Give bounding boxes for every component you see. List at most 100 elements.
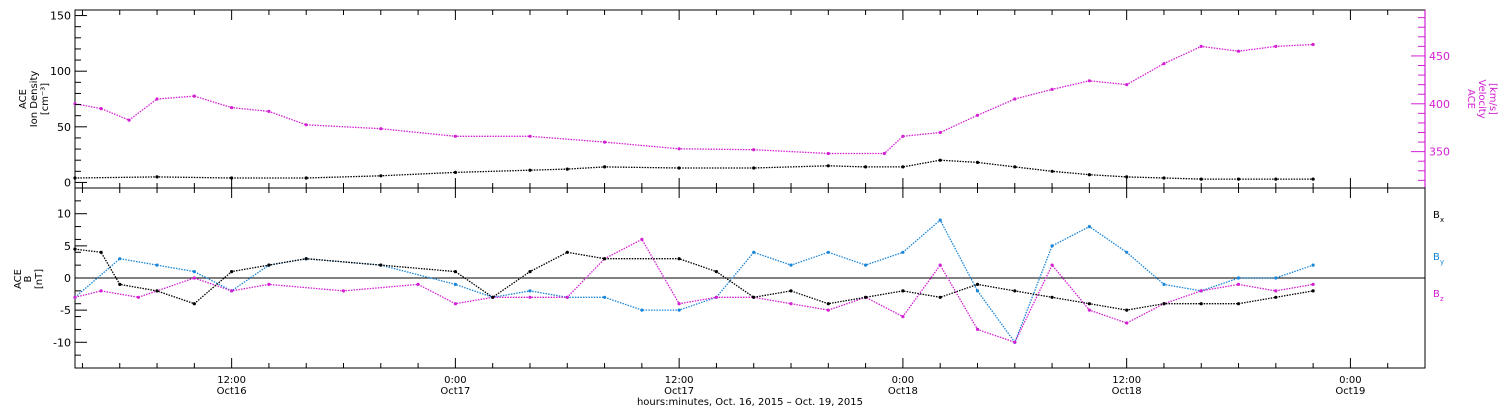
bx-series-point (528, 270, 532, 274)
density-y-tick-label: 0 (64, 176, 71, 189)
by-series-point (1311, 263, 1315, 267)
ion-density-series-point (1050, 169, 1054, 173)
ion-density-series-point (1199, 177, 1203, 181)
velocity-series-point (453, 134, 457, 138)
field-axis-label-line-2: B (23, 275, 34, 282)
velocity-series-point (1162, 62, 1166, 66)
ion-density-series-point (938, 158, 942, 162)
velocity-series-point (938, 130, 942, 135)
velocity-series-point (155, 97, 159, 101)
ion-density-series-point (1125, 175, 1129, 179)
b-y-tick-label: 5 (64, 240, 71, 253)
ion-density-series-point (1274, 177, 1278, 181)
bottom-panel-marks (73, 218, 1425, 344)
density-y-tick-label: 100 (50, 65, 71, 78)
bx-series-point (99, 250, 103, 254)
by-series-point (975, 289, 980, 293)
bz-series-point (640, 237, 644, 241)
legend-by-base: B (1433, 252, 1440, 263)
velocity-series-point (267, 109, 271, 113)
bx-series-point (1087, 302, 1091, 306)
ion-density-series-point (304, 176, 308, 180)
bz-series-point (453, 302, 457, 306)
x-tick-label-time: 12:00 (217, 375, 246, 386)
velocity-y-tick-label: 450 (1429, 50, 1450, 63)
bx-series-point (1199, 302, 1203, 306)
by-series (74, 219, 1314, 344)
x-tick-label-time: 12:00 (1112, 375, 1141, 386)
by-series-point (603, 295, 607, 299)
bx-series-point (901, 289, 905, 293)
velocity-series-point (379, 127, 383, 131)
legend-bz-sub: z (1440, 295, 1444, 303)
b-y-tick-label: -10 (53, 336, 71, 349)
by-series-point (677, 308, 681, 312)
top-panel: 0 50 100 150 350 400 450 ACE Ion Density [cm⁻³… (18, 9, 1498, 190)
bx-series-point (118, 282, 122, 286)
by-series-point (826, 250, 830, 254)
bz-series-point (230, 289, 234, 293)
bx-series-point (975, 282, 980, 286)
velocity-series-point (1087, 79, 1091, 83)
bz-series-point (99, 289, 103, 293)
velocity-series-point (882, 151, 886, 156)
bz-series-point (1013, 340, 1017, 344)
by-series-point (640, 308, 644, 312)
x-tick-label-date: Oct17 (440, 386, 470, 397)
bx-series-point (1311, 289, 1315, 293)
field-axis-label: ACE B [nT] (13, 269, 45, 289)
by-series-point (752, 250, 756, 254)
bx-series-point (155, 289, 159, 293)
bx-series-point (453, 270, 457, 274)
ion-density-series-point (453, 170, 457, 174)
time-axis-title: hours:minutes, Oct. 16, 2015 – Oct. 19, … (637, 397, 863, 408)
bx-series-point (379, 263, 383, 267)
velocity-axis-label-line-2: Velocity (1476, 79, 1487, 118)
bz-series-point (565, 295, 569, 299)
by-series-point (938, 218, 942, 222)
bx-series-point (1013, 289, 1017, 293)
bz-series-point (677, 302, 681, 306)
field-axis-label-line-1: ACE (13, 269, 24, 289)
density-y-tick-label: 50 (57, 121, 71, 134)
ion-density-series-point (1162, 176, 1166, 180)
density-axis-label-line-2: Ion Density (29, 71, 40, 128)
bx-series-point (267, 263, 271, 267)
ion-density-series-point (155, 175, 159, 179)
ion-density-series-point (1087, 173, 1091, 177)
velocity-series-point (1013, 97, 1017, 101)
bx-series-point (565, 250, 569, 254)
bx-series-point (1162, 302, 1166, 306)
bz-series-point (938, 263, 942, 267)
ion-density-series-point (1013, 165, 1017, 169)
bz-series-point (1199, 289, 1203, 293)
velocity-series-point (975, 113, 980, 117)
velocity-series (74, 43, 1314, 155)
by-series-point (155, 263, 159, 267)
density-axis-label: ACE Ion Density [cm⁻³] (18, 71, 51, 128)
top-panel-frame (74, 9, 1426, 189)
x-tick-label-date: Oct18 (1112, 386, 1142, 397)
by-series-point (1162, 282, 1166, 286)
bz-series-point (192, 276, 196, 280)
ion-density-series-point (1311, 177, 1315, 181)
velocity-series-point (230, 106, 234, 110)
density-y-tick-label: 150 (50, 10, 71, 23)
legend-bx-base: B (1433, 210, 1440, 221)
velocity-series-point (1199, 44, 1203, 49)
bx-series-point (192, 302, 196, 306)
density-axis-label-line-1: ACE (18, 89, 29, 109)
ion-density-series-point (379, 174, 383, 178)
velocity-series-point (1274, 44, 1278, 49)
x-tick-label-time: 0:00 (1339, 375, 1361, 386)
legend-item-bx: B x (1433, 210, 1444, 224)
bx-series-point (714, 270, 719, 274)
ion-density-series-point (826, 164, 830, 168)
velocity-series-point (1050, 87, 1054, 91)
bz-series-point (528, 295, 532, 299)
top-panel-axes: 0 50 100 150 350 400 450 (50, 10, 1450, 190)
bz-series-point (1050, 263, 1054, 267)
legend-item-bz: B z (1433, 289, 1444, 303)
legend-bz-base: B (1433, 289, 1440, 300)
bx-series-point (1274, 295, 1278, 299)
